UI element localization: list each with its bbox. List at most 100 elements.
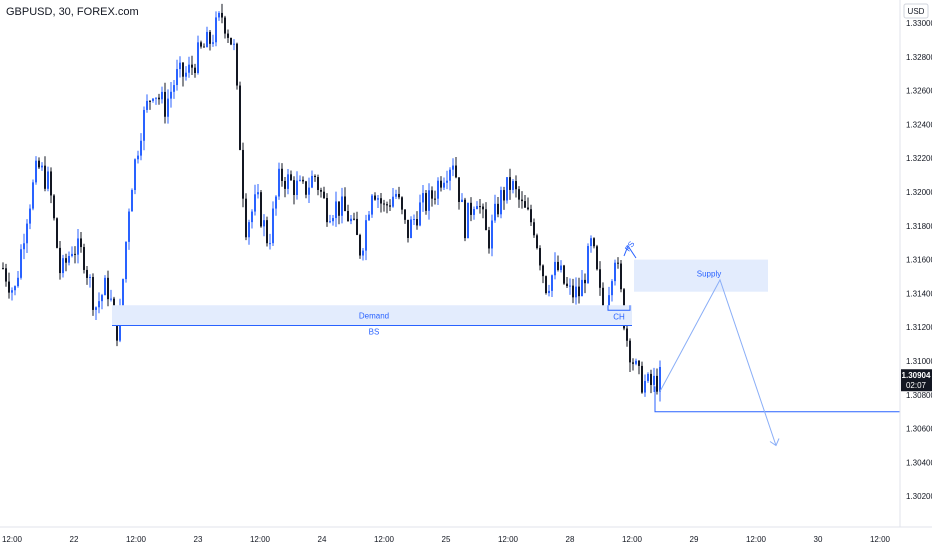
candle	[332, 214, 334, 226]
candle	[17, 270, 19, 288]
fs-mark[interactable]	[623, 244, 637, 259]
candle	[263, 214, 265, 237]
supply-zone[interactable]	[634, 259, 768, 292]
candle	[590, 235, 592, 253]
candle	[50, 167, 52, 204]
candle	[35, 156, 37, 185]
demand-zone[interactable]	[112, 305, 632, 326]
candle	[581, 269, 583, 297]
candle	[653, 367, 655, 392]
candle	[284, 177, 286, 198]
price-tick-label: 1.30600	[906, 425, 932, 434]
price-tick-label: 1.31200	[906, 323, 932, 332]
candle	[218, 11, 220, 21]
candle	[458, 177, 460, 210]
candle	[110, 289, 112, 302]
time-tick-label: 12:00	[870, 535, 891, 544]
candle	[587, 243, 589, 284]
candle	[89, 274, 91, 288]
candle	[74, 246, 76, 264]
candle	[620, 259, 622, 293]
candle	[611, 279, 613, 302]
candle	[65, 253, 67, 272]
candle	[515, 175, 517, 198]
candle	[455, 157, 457, 179]
candle	[434, 190, 436, 205]
candle	[323, 186, 325, 199]
candle	[260, 190, 262, 228]
candle	[59, 240, 61, 280]
price-tick-label: 1.31800	[906, 222, 932, 231]
current-price-value: 1.30904	[902, 371, 931, 380]
candle	[272, 201, 274, 246]
candle	[470, 197, 472, 222]
candle	[185, 66, 187, 81]
candle	[53, 194, 55, 221]
candle	[392, 187, 394, 208]
candle	[92, 273, 94, 316]
time-axis[interactable]: 12:00 22 12:00 23 12:00 24 12:00 25 12:00 28 12:00…	[2, 535, 891, 544]
candle	[101, 293, 103, 310]
candle	[626, 325, 628, 347]
current-price-countdown: 02:07	[906, 381, 927, 390]
candle	[413, 214, 415, 226]
candle	[239, 81, 241, 151]
price-tick-label: 1.30800	[906, 391, 932, 400]
price-tick-label: 1.31600	[906, 256, 932, 265]
candle	[107, 270, 109, 307]
candle	[473, 206, 475, 220]
projection-arrowhead	[769, 438, 780, 447]
current-price-box	[901, 369, 932, 392]
candle	[197, 35, 199, 75]
candle	[419, 194, 421, 227]
target-line[interactable]	[654, 386, 900, 413]
candle	[47, 166, 49, 192]
ch-bracket[interactable]	[607, 305, 631, 311]
candle	[632, 358, 634, 371]
candle	[296, 171, 298, 200]
candle	[452, 158, 454, 177]
price-tick-label: 1.33000	[906, 19, 932, 28]
candle	[614, 259, 616, 286]
candle	[437, 177, 439, 206]
symbol-title[interactable]: GBPUSD, 30, FOREX.com	[6, 6, 139, 18]
candle	[500, 186, 502, 219]
candle	[527, 197, 529, 211]
currency-badge[interactable]: USD	[903, 3, 929, 19]
candle	[353, 212, 355, 221]
candle	[485, 202, 487, 231]
candle	[338, 201, 340, 225]
candle	[545, 275, 547, 295]
candle	[467, 202, 469, 239]
candle	[305, 180, 307, 199]
candle	[251, 209, 253, 229]
candle	[5, 263, 7, 287]
candle	[32, 179, 34, 211]
candle	[347, 204, 349, 222]
candle	[14, 285, 16, 296]
candle	[377, 195, 379, 209]
projection-path[interactable]	[659, 278, 777, 446]
candle	[125, 241, 127, 283]
price-tick-label: 1.32200	[906, 154, 932, 163]
candle	[488, 226, 490, 254]
candle	[629, 338, 631, 372]
price-tick-label: 1.30400	[906, 458, 932, 467]
candle	[365, 214, 367, 261]
candle	[494, 194, 496, 223]
candle	[425, 190, 427, 215]
candle	[191, 55, 193, 75]
candle	[368, 211, 370, 221]
price-tick-label: 1.32800	[906, 53, 932, 62]
candle	[575, 277, 577, 305]
price-tick-label: 1.30200	[906, 492, 932, 501]
candle	[95, 306, 97, 320]
candle	[509, 168, 511, 200]
price-tick-label: 1.32000	[906, 188, 932, 197]
price-axis[interactable]: 1.33000 1.32800 1.32600 1.32400 1.32200 1.320…	[906, 19, 932, 501]
candle	[449, 167, 451, 191]
candle	[521, 191, 523, 209]
candle	[182, 61, 184, 87]
